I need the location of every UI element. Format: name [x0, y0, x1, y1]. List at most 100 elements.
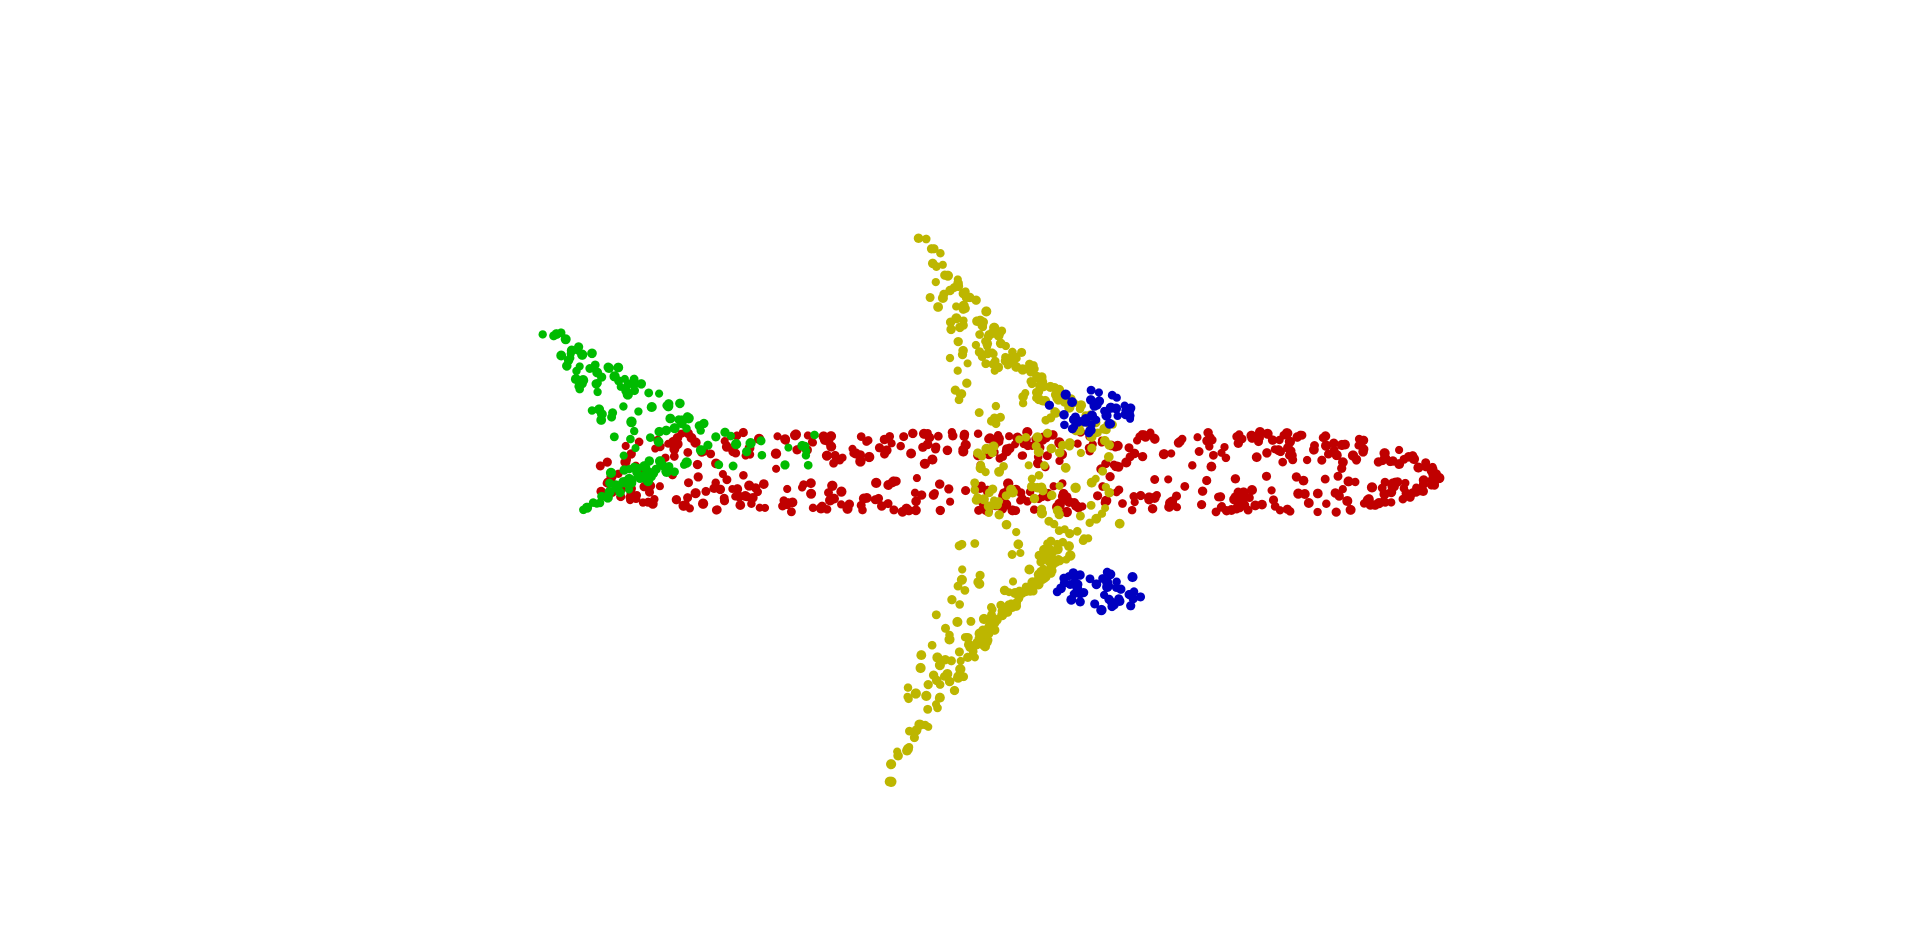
tail-point	[624, 464, 634, 474]
fuselage-point	[805, 478, 816, 489]
wing-point	[1027, 474, 1037, 483]
fuselage-point	[683, 478, 694, 488]
fuselage-point	[748, 493, 758, 503]
fuselage-point	[1217, 448, 1226, 457]
wing-point	[983, 501, 993, 511]
engine-point	[1112, 393, 1121, 402]
wing-point	[953, 366, 962, 375]
tail-point	[645, 433, 655, 442]
wing-point	[940, 623, 951, 633]
fuselage-point	[1129, 492, 1139, 501]
wing-point	[1086, 500, 1096, 510]
wing-point	[921, 690, 932, 702]
tail-point	[639, 461, 650, 472]
wing-point	[1037, 396, 1048, 406]
fuselage-point	[1167, 449, 1176, 458]
fuselage-point	[1127, 505, 1137, 515]
fuselage-point	[701, 486, 711, 496]
tail-point	[616, 382, 625, 391]
fuselage-point	[1287, 446, 1296, 455]
wing-point	[938, 260, 947, 269]
engine-point	[1125, 406, 1135, 416]
wing-point	[1006, 484, 1017, 495]
fuselage-point	[1366, 482, 1378, 493]
fuselage-point	[1379, 489, 1390, 500]
fuselage-point	[1175, 436, 1185, 447]
wing-point	[1024, 564, 1035, 575]
fuselage-point	[824, 437, 834, 447]
wing-point	[1001, 341, 1010, 351]
tail-point	[675, 398, 685, 409]
tail-point	[810, 430, 819, 440]
wing-point	[1026, 367, 1036, 377]
engine-point	[1112, 577, 1121, 586]
fuselage-point	[1313, 507, 1322, 517]
wing-point	[905, 726, 914, 736]
wing-point	[1060, 462, 1071, 473]
fuselage-point	[1338, 485, 1347, 494]
engine-point	[1086, 410, 1098, 421]
tail-point	[588, 498, 598, 507]
fuselage-point	[919, 458, 931, 469]
fuselage-point	[1007, 505, 1018, 516]
tail-point	[619, 402, 628, 411]
wing-point	[990, 618, 999, 627]
wing-point	[946, 656, 956, 666]
fuselage-point	[1136, 490, 1146, 501]
engine-point	[1127, 572, 1138, 583]
wing-point	[1054, 509, 1064, 520]
wing-point	[981, 359, 991, 369]
fuselage-point	[910, 505, 921, 516]
fuselage-point	[1351, 454, 1362, 465]
fuselage-point	[1171, 491, 1182, 501]
fuselage-point	[664, 439, 673, 448]
wing-point	[1032, 482, 1043, 493]
tail-point	[626, 434, 635, 444]
wing-point	[987, 610, 996, 620]
fuselage-point	[1124, 443, 1134, 453]
fuselage-point	[864, 436, 873, 445]
fuselage-point	[861, 492, 872, 503]
tail-point	[756, 436, 766, 446]
wing-point	[1013, 539, 1024, 550]
fuselage-point	[782, 500, 792, 510]
fuselage-point	[947, 427, 957, 437]
fuselage-point	[655, 482, 664, 491]
fuselage-point	[735, 500, 746, 510]
tail-point	[595, 498, 605, 508]
fuselage-point	[973, 429, 983, 438]
wing-point	[1040, 566, 1050, 576]
fuselage-point	[1358, 444, 1369, 455]
wing-point	[931, 610, 941, 620]
fuselage-point	[1149, 492, 1160, 503]
fuselage-point	[1203, 427, 1213, 438]
fuselage-point	[1261, 471, 1272, 481]
fuselage-point	[836, 486, 847, 497]
fuselage-point	[883, 480, 894, 490]
wing-point	[991, 401, 1001, 411]
fuselage-point	[1208, 450, 1218, 460]
fuselage-point	[1343, 476, 1354, 487]
wing-point	[942, 668, 953, 679]
wing-point	[999, 585, 1010, 596]
fuselage-point	[1250, 500, 1261, 511]
fuselage-point	[620, 457, 631, 468]
engine-point	[1126, 601, 1136, 611]
fuselage-point	[1230, 474, 1241, 484]
wing-point	[974, 408, 984, 418]
engine-point	[1086, 385, 1096, 395]
engine-point	[1059, 410, 1069, 420]
fuselage-point	[1168, 499, 1178, 509]
wing-point	[952, 302, 961, 311]
fuselage-point	[901, 503, 912, 514]
tail-point	[695, 445, 707, 456]
tail-point	[730, 438, 742, 450]
wing-point	[1000, 356, 1010, 366]
tail-point	[629, 379, 639, 389]
tail-point	[585, 364, 595, 373]
wing-point	[1058, 440, 1068, 450]
fuselage-point	[1291, 472, 1302, 482]
tail-point	[653, 436, 664, 447]
fuselage-point	[1005, 432, 1014, 441]
tail-point	[634, 407, 643, 416]
